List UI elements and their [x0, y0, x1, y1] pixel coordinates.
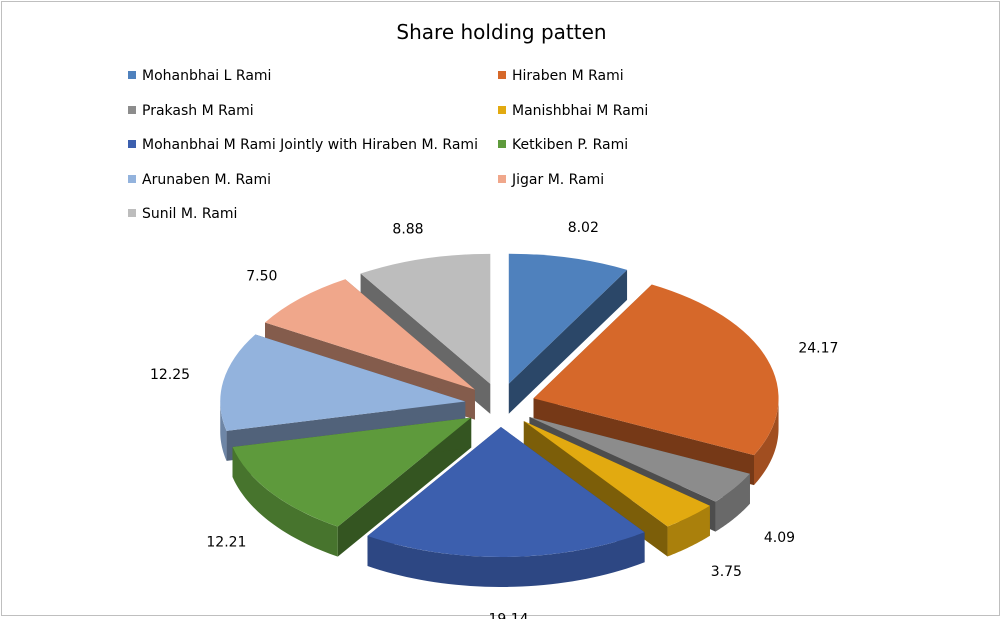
pie-slice-wall [337, 417, 472, 557]
legend-item: Ketkiben P. Rami [498, 135, 628, 155]
legend-item: Mohanbhai M Rami Jointly with Hiraben M.… [128, 135, 478, 155]
pie-slice [508, 253, 628, 384]
pie-slice [220, 334, 466, 431]
pie-slice [360, 253, 491, 384]
legend-swatch [128, 105, 136, 114]
pie-slice [533, 284, 779, 456]
chart-legend: Mohanbhai L Rami Hiraben M Rami Prakash M … [128, 66, 708, 226]
legend-item: Prakash M Rami [128, 101, 254, 121]
legend-item: Mohanbhai L Rami [128, 66, 271, 86]
data-label: 8.02 [568, 220, 599, 236]
legend-label: Ketkiben P. Rami [512, 137, 629, 153]
legend-label: Mohanbhai M Rami Jointly with Hiraben M.… [142, 137, 478, 153]
legend-swatch [498, 174, 506, 183]
legend-item: Manishbhai M Rami [498, 101, 648, 121]
legend-label: Mohanbhai L Rami [142, 68, 272, 84]
data-labels: 8.02 24.17 4.09 3.75 19.14 12.21 12.25 7.50 8.88 [150, 220, 838, 619]
pie-tops [220, 253, 779, 557]
data-label: 3.75 [711, 564, 742, 580]
legend-swatch [498, 105, 506, 114]
data-label: 7.50 [246, 268, 277, 284]
legend-item: Jigar M. Rami [498, 170, 604, 190]
pie-slice-side [753, 398, 779, 486]
legend-swatch [128, 140, 136, 148]
pie-slice [232, 417, 472, 527]
legend-swatch [128, 71, 136, 79]
legend-label: Arunaben M. Rami [142, 171, 271, 188]
legend-item: Arunaben M. Rami [128, 170, 271, 190]
pie-slice [367, 426, 645, 557]
legend-swatch [498, 71, 506, 79]
pie-slice [523, 421, 710, 527]
data-label: 4.09 [764, 530, 795, 546]
legend-label: Prakash M Rami [142, 102, 254, 119]
pie-slice-side [667, 505, 710, 557]
chart-title: Share holding patten [396, 20, 607, 44]
data-label: 19.14 [488, 612, 528, 619]
pie-slice-side [715, 473, 750, 532]
legend-label: Hiraben M Rami [512, 68, 624, 84]
data-label: 12.21 [206, 535, 246, 551]
pie-slice-wall [523, 421, 668, 557]
pie-slice [529, 417, 750, 502]
legend-label: Jigar M. Rami [512, 171, 605, 188]
pie-slice [264, 279, 475, 390]
pie-slice-side [367, 532, 645, 587]
data-label: 8.88 [392, 221, 423, 237]
data-label: 12.25 [150, 367, 190, 383]
legend-label: Sunil M. Rami [142, 206, 238, 222]
pie-slice-side [232, 447, 338, 557]
pie-slice-side [220, 401, 227, 461]
legend-swatch [128, 209, 136, 217]
legend-item: Hiraben M Rami [498, 66, 624, 86]
legend-item: Sunil M. Rami [128, 204, 237, 224]
legend-swatch [128, 174, 136, 183]
pie-slice-wall [508, 269, 628, 414]
legend-label: Manishbhai M Rami [512, 102, 649, 119]
data-label: 24.17 [798, 340, 838, 356]
legend-swatch [498, 140, 506, 148]
